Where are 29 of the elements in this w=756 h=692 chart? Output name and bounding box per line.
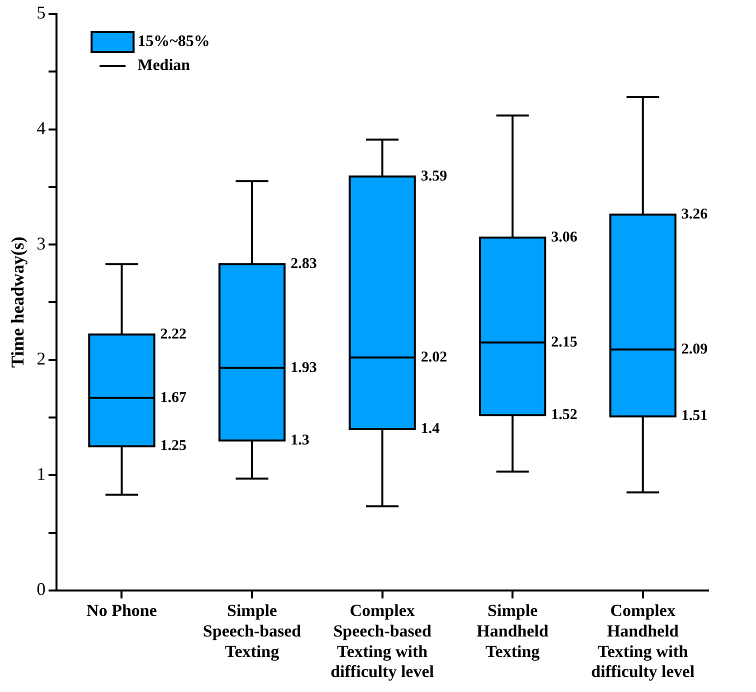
annotation: Median — [138, 57, 190, 74]
annotation: 1.93 — [290, 360, 317, 376]
annotation: 2.83 — [290, 256, 317, 272]
y-tick-label: 1 — [36, 464, 46, 484]
annotation: 3.26 — [681, 206, 708, 222]
y-tick-label: 2 — [36, 348, 46, 369]
y-axis-title: Time headway(s) — [7, 236, 28, 368]
annotation: 3.59 — [420, 168, 448, 184]
annotation: 1.52 — [551, 407, 578, 424]
x-tick-label: Simple Handheld Texting — [476, 600, 550, 661]
y-tick-label: 3 — [36, 233, 46, 254]
annotation: 1.67 — [160, 390, 188, 406]
x-tick-label: Simple Speech-based Texting — [202, 600, 302, 661]
annotation: 1.25 — [160, 438, 187, 454]
y-tick-label: 4 — [36, 118, 46, 138]
y-tick-label: 5 — [36, 2, 46, 23]
annotation: 2.02 — [420, 349, 448, 366]
x-tick-label: Complex Speech-based Texting with difficulty level — [330, 600, 434, 682]
annotation: 1.51 — [681, 408, 708, 424]
y-tick-label: 0 — [36, 579, 46, 600]
legend-label: 15%~85% — [138, 33, 210, 50]
annotation: 3.06 — [551, 230, 578, 246]
x-tick-label: No Phone — [86, 600, 158, 620]
annotation: 1.3 — [290, 432, 310, 448]
annotation: 1.4 — [420, 420, 440, 437]
x-tick-label: Complex Handheld Texting with difficulty level — [591, 600, 695, 682]
annotation: 2.09 — [681, 341, 708, 358]
annotation: 2.15 — [551, 334, 578, 350]
annotation: 2.22 — [160, 326, 187, 342]
